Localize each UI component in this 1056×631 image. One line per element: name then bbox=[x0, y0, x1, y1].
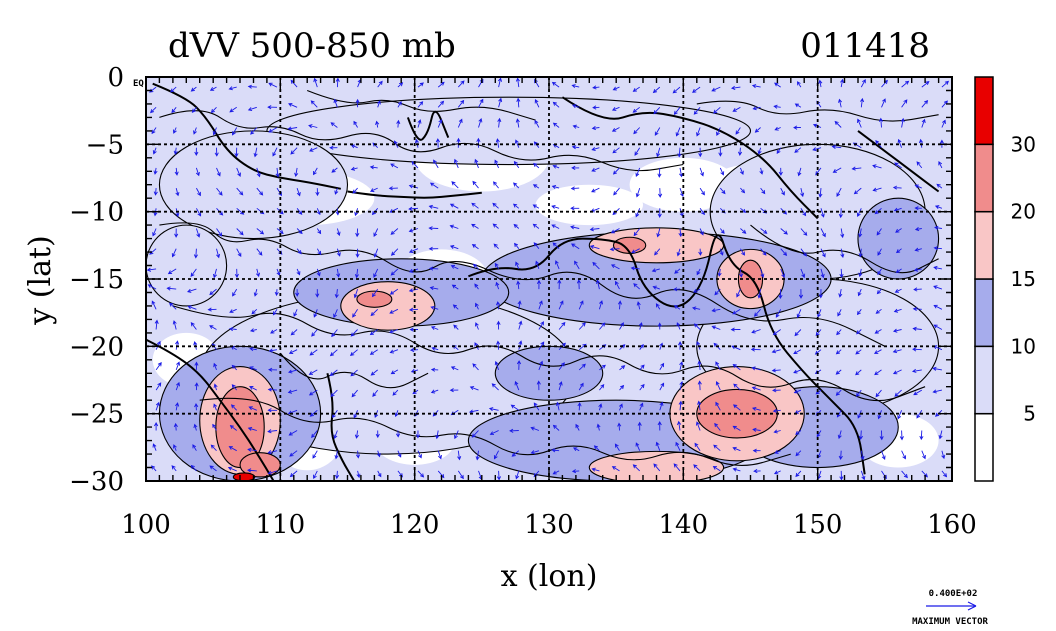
coastlines bbox=[146, 82, 940, 481]
field-patch-24 bbox=[239, 452, 281, 478]
lat-lon-grid bbox=[146, 77, 952, 481]
colorbar-segment bbox=[974, 412, 994, 482]
field-patch-5 bbox=[146, 224, 228, 307]
date-code: 011418 bbox=[800, 26, 930, 66]
x-tick-label: 120 bbox=[390, 510, 440, 540]
contour-line-7 bbox=[279, 352, 429, 389]
figure-title: dVV 500-850 mb bbox=[168, 26, 456, 66]
coastline-5 bbox=[468, 234, 866, 475]
coastline-6 bbox=[146, 338, 275, 481]
contour-line-4 bbox=[696, 100, 939, 122]
y-tick-label: −25 bbox=[69, 400, 124, 430]
x-tick-label: 140 bbox=[659, 510, 709, 540]
y-tick-label: −5 bbox=[86, 130, 124, 160]
vector-key: 0.400E+02 MAXIMUM VECTOR bbox=[912, 589, 988, 627]
y-tick-label: −15 bbox=[69, 265, 124, 295]
y-tick-label: −10 bbox=[69, 198, 124, 228]
colorbar-segment bbox=[974, 143, 994, 213]
contour-line-6 bbox=[750, 224, 939, 274]
colorbar-segment bbox=[974, 210, 994, 280]
field-patch-20 bbox=[737, 259, 764, 299]
x-tick-label: 160 bbox=[927, 510, 977, 540]
colorbar-label: 10 bbox=[1011, 334, 1036, 358]
x-tick-label: 100 bbox=[121, 510, 171, 540]
field-patch-15 bbox=[340, 281, 436, 331]
colorbar-label: 15 bbox=[1011, 267, 1036, 291]
x-tick-label: 150 bbox=[793, 510, 843, 540]
field-patch-12 bbox=[857, 197, 940, 280]
colorbar-label: 30 bbox=[1011, 132, 1036, 156]
field-patch-21 bbox=[356, 290, 393, 308]
coastline-3 bbox=[561, 96, 819, 220]
vector-key-arrowhead bbox=[967, 601, 977, 611]
contour-line-5 bbox=[306, 89, 536, 121]
vector-key-value: 0.400E+02 bbox=[929, 589, 978, 599]
y-tick-label: −20 bbox=[69, 332, 124, 362]
contour-line-2 bbox=[172, 305, 926, 402]
field-gap-3 bbox=[629, 157, 738, 212]
colorbar-label: 5 bbox=[1023, 402, 1036, 426]
y-tick-label: −30 bbox=[69, 467, 124, 497]
tick-marks bbox=[145, 76, 953, 482]
corner-label: EQ bbox=[133, 79, 144, 89]
x-tick-label: 110 bbox=[256, 510, 306, 540]
x-axis-label: x (lon) bbox=[501, 559, 598, 594]
field-gap-2 bbox=[535, 184, 644, 226]
colorbar-segment bbox=[974, 278, 994, 348]
coastline-7 bbox=[326, 373, 356, 481]
vector-key-caption: MAXIMUM VECTOR bbox=[912, 617, 988, 627]
field-patch-25 bbox=[232, 472, 256, 481]
colorbar-segment bbox=[974, 76, 994, 146]
y-axis-label: y (lat) bbox=[23, 235, 58, 325]
colorbar-segment bbox=[974, 345, 994, 415]
colorbar: 5 10 15 20 30 bbox=[974, 76, 1036, 482]
contour-line-3 bbox=[199, 397, 791, 466]
coastline-4 bbox=[857, 130, 940, 193]
y-tick-label: 0 bbox=[107, 63, 124, 93]
contour-line-1 bbox=[159, 222, 886, 347]
colorbar-label: 20 bbox=[1011, 200, 1036, 224]
coastline-2 bbox=[406, 110, 450, 141]
x-tick-label: 130 bbox=[524, 510, 574, 540]
axis-ticks: 100 110 120 130 140 150 160 0 −5 −10 −15 −20 −25 −30 bbox=[69, 63, 977, 540]
